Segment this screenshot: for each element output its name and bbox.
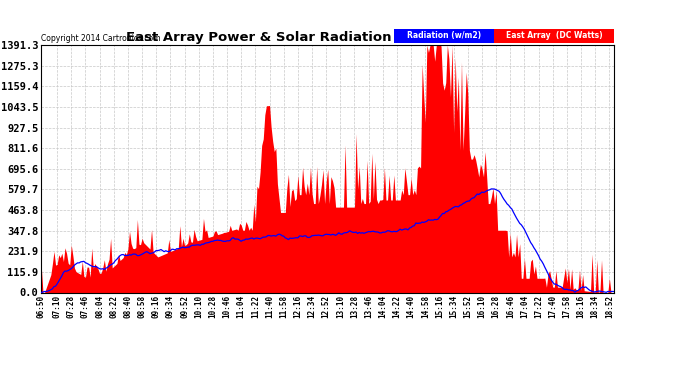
Text: Copyright 2014 Cartronics.com: Copyright 2014 Cartronics.com xyxy=(41,33,161,42)
Text: Radiation (w/m2): Radiation (w/m2) xyxy=(407,31,481,40)
FancyBboxPatch shape xyxy=(393,29,494,42)
Title: East Array Power & Solar Radiation  Sat Mar 22 19:04: East Array Power & Solar Radiation Sat M… xyxy=(126,31,529,44)
Text: East Array  (DC Watts): East Array (DC Watts) xyxy=(506,31,602,40)
FancyBboxPatch shape xyxy=(494,29,614,42)
